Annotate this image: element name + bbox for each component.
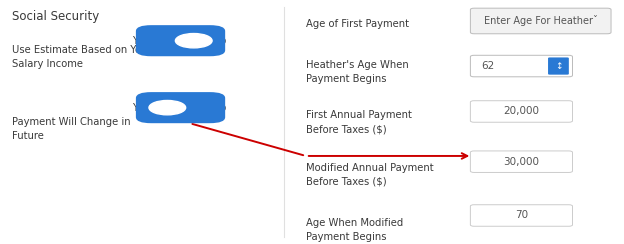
Text: Modified Annual Payment
Before Taxes ($): Modified Annual Payment Before Taxes ($) — [306, 163, 434, 187]
FancyBboxPatch shape — [470, 55, 572, 77]
Text: Yes: Yes — [132, 36, 148, 46]
Text: 20,000: 20,000 — [504, 106, 539, 116]
FancyBboxPatch shape — [548, 57, 569, 75]
FancyBboxPatch shape — [470, 205, 572, 226]
Text: ↕: ↕ — [555, 61, 562, 71]
FancyBboxPatch shape — [136, 92, 225, 123]
Text: Social Security: Social Security — [12, 10, 100, 23]
Text: 70: 70 — [515, 211, 528, 221]
Text: No: No — [213, 103, 226, 113]
Text: Use Estimate Based on Your
Salary Income: Use Estimate Based on Your Salary Income — [12, 45, 152, 70]
FancyBboxPatch shape — [470, 101, 572, 122]
Text: No: No — [213, 36, 226, 46]
Text: 30,000: 30,000 — [504, 157, 539, 167]
Text: Age of First Payment: Age of First Payment — [306, 19, 409, 29]
Text: Age When Modified
Payment Begins: Age When Modified Payment Begins — [306, 218, 403, 242]
Text: Enter Age For Heatherˇ: Enter Age For Heatherˇ — [484, 15, 598, 26]
Text: Yes: Yes — [132, 103, 148, 113]
FancyBboxPatch shape — [470, 151, 572, 173]
Circle shape — [175, 33, 212, 48]
Text: Heather's Age When
Payment Begins: Heather's Age When Payment Begins — [306, 60, 409, 84]
FancyBboxPatch shape — [470, 8, 611, 34]
Circle shape — [149, 101, 186, 115]
FancyBboxPatch shape — [136, 25, 225, 56]
Text: Payment Will Change in
Future: Payment Will Change in Future — [12, 117, 131, 141]
Text: 62: 62 — [481, 61, 495, 71]
Text: First Annual Payment
Before Taxes ($): First Annual Payment Before Taxes ($) — [306, 110, 412, 134]
